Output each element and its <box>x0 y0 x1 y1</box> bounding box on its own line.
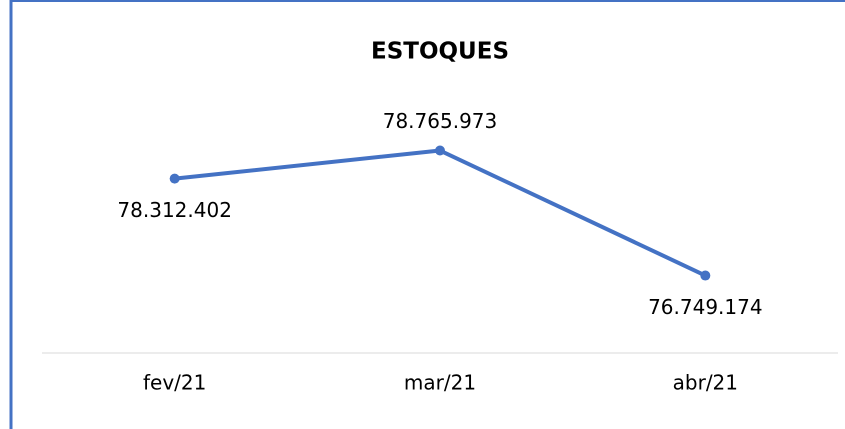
line <box>174 148 707 278</box>
x-tick-label: mar/21 <box>404 371 476 395</box>
point <box>435 145 445 156</box>
data-label: 78.765.973 <box>383 109 498 133</box>
data-label: 76.749.174 <box>648 295 763 319</box>
point <box>169 173 180 184</box>
x-tick-label: abr/21 <box>673 371 738 395</box>
x-tick-label: fev/21 <box>143 371 206 395</box>
point <box>700 270 711 281</box>
chart-title: ESTOQUES <box>371 39 509 65</box>
data-label: 78.312.402 <box>117 198 232 222</box>
